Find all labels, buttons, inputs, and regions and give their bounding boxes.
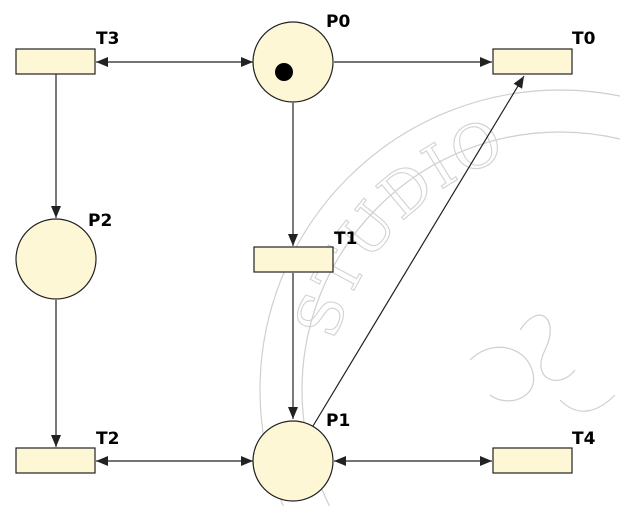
place-p1[interactable] [252,420,334,502]
transition-t3[interactable] [15,48,96,75]
token [275,63,293,81]
watermark-torch-icon [519,314,576,381]
transition-t0[interactable] [492,48,573,75]
transition-t4[interactable] [492,447,573,474]
watermark-line [559,394,616,412]
watermark-text: STUDIO [282,105,514,346]
transition-t1[interactable] [253,246,334,273]
arc-p1-t0 [312,75,525,427]
place-label-p2: P2 [88,211,112,231]
transition-label-t2: T2 [96,429,119,449]
place-p2[interactable] [15,218,97,300]
place-label-p1: P1 [326,411,350,431]
place-label-p0: P0 [326,12,350,32]
watermark-flame-icon [469,346,535,402]
transition-t2[interactable] [15,447,96,474]
place-p0[interactable] [252,21,334,103]
transition-label-t0: T0 [572,29,596,49]
transition-label-t1: T1 [334,229,357,249]
transition-label-t4: T4 [572,429,596,449]
transition-label-t3: T3 [96,29,119,49]
